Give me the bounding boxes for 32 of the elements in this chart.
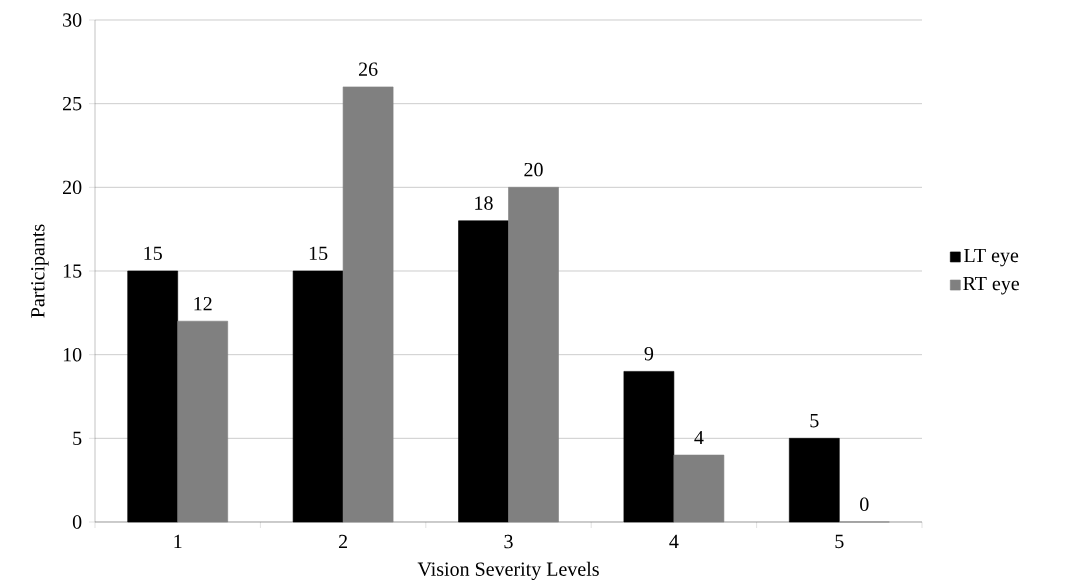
y-tick-label: 15 [63, 264, 82, 278]
x-tick-label: 2 [338, 534, 347, 549]
bar [789, 438, 840, 523]
bar [623, 371, 675, 523]
data-label: 12 [194, 296, 212, 311]
bar [292, 270, 344, 523]
bar [673, 454, 725, 523]
data-label: 15 [309, 246, 328, 261]
x-tick-label: 1 [174, 534, 182, 549]
y-tick-label: 20 [63, 180, 82, 195]
data-label: 4 [694, 430, 704, 445]
bar [458, 220, 509, 523]
legend-label: LT eye [964, 248, 1019, 267]
y-tick-label: 25 [63, 96, 82, 111]
y-tick-label: 5 [73, 431, 82, 445]
data-label: 15 [144, 246, 162, 261]
y-tick-label: 0 [72, 515, 82, 529]
x-tick-label: 5 [835, 534, 844, 549]
data-label: 9 [644, 346, 654, 361]
x-tick-label: 4 [669, 534, 679, 549]
y-tick-label: 30 [63, 13, 82, 27]
x-axis-title: Vision Severity Levels [417, 561, 599, 581]
data-label: 0 [860, 497, 869, 512]
y-tick-label: 10 [63, 347, 82, 362]
y-axis-title: Participants [31, 224, 49, 318]
x-tick-label: 3 [504, 534, 513, 549]
data-label: 5 [810, 414, 819, 428]
legend-label: RT eye [963, 276, 1020, 295]
data-label: 18 [475, 196, 493, 210]
bar [127, 270, 178, 523]
data-label: 26 [358, 62, 378, 76]
data-label: 20 [524, 162, 543, 177]
